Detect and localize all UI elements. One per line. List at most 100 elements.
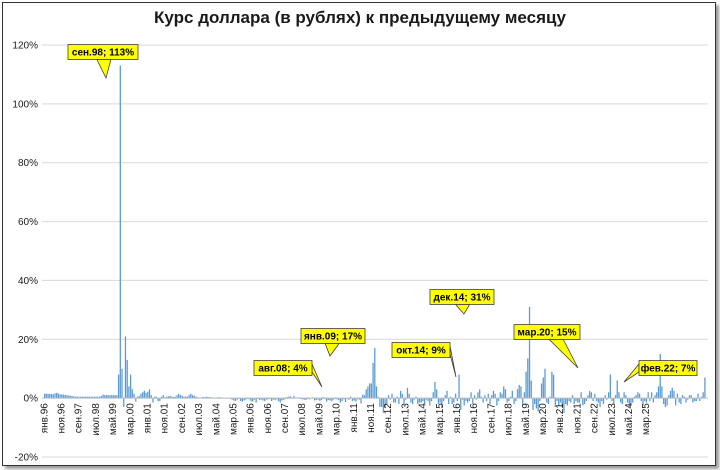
- bar: [657, 386, 660, 399]
- bar: [231, 398, 233, 400]
- bar: [186, 396, 189, 399]
- bar: [69, 395, 72, 399]
- bar: [313, 398, 316, 401]
- bar: [420, 398, 422, 403]
- bar: [673, 390, 675, 399]
- bar: [549, 396, 551, 399]
- bar: [540, 383, 543, 399]
- bar: [86, 396, 89, 399]
- bar: [365, 389, 367, 399]
- bar: [281, 398, 283, 401]
- bar: [693, 398, 696, 402]
- bar: [413, 398, 415, 400]
- bar: [166, 396, 168, 399]
- x-tick-label: сен.02: [177, 403, 188, 433]
- bar: [535, 398, 538, 409]
- bar: [241, 398, 244, 402]
- bar: [647, 392, 649, 399]
- bar: [303, 398, 305, 400]
- bar: [265, 398, 268, 400]
- bar: [317, 398, 319, 400]
- bar: [583, 398, 586, 405]
- bar: [704, 377, 706, 399]
- grid-lines: [42, 44, 708, 458]
- bar: [262, 398, 264, 401]
- bar: [690, 395, 692, 399]
- bar: [532, 398, 534, 410]
- bar: [547, 398, 550, 405]
- bar: [446, 390, 448, 399]
- bar: [485, 398, 488, 402]
- bar: [389, 398, 391, 400]
- bar: [367, 386, 369, 399]
- bar: [525, 371, 527, 399]
- bar: [479, 389, 481, 399]
- x-tick-label: сен.17: [486, 403, 497, 433]
- bar: [482, 398, 484, 403]
- bar: [176, 395, 178, 399]
- bar: [288, 396, 290, 399]
- callout-label: авг.08; 4%: [258, 364, 307, 375]
- bar: [325, 398, 328, 402]
- bar: [410, 398, 412, 403]
- bar: [372, 362, 374, 399]
- bar: [93, 396, 96, 399]
- bar: [642, 398, 644, 406]
- bar: [436, 389, 438, 399]
- bar: [663, 398, 665, 405]
- bar: [566, 398, 569, 406]
- bar: [174, 396, 176, 399]
- bar: [338, 398, 340, 401]
- bar: [320, 398, 323, 401]
- bar: [422, 398, 424, 402]
- bar: [513, 398, 515, 405]
- bar: [250, 398, 252, 402]
- bar: [606, 398, 608, 400]
- bar: [183, 396, 185, 399]
- bar: [97, 396, 99, 399]
- bar: [379, 398, 381, 407]
- bar: [527, 358, 529, 399]
- bar: [444, 395, 446, 399]
- bar: [341, 398, 343, 402]
- x-tick-label: ноя.06: [263, 403, 274, 434]
- x-tick-label: май.19: [521, 403, 532, 435]
- bar: [147, 391, 149, 399]
- callout-box: [300, 328, 366, 344]
- bar: [645, 398, 648, 403]
- bar: [441, 398, 443, 407]
- bar: [159, 398, 161, 402]
- bar: [140, 393, 142, 399]
- bar: [454, 393, 457, 399]
- bar: [99, 396, 101, 399]
- bar: [681, 395, 684, 399]
- bar: [516, 389, 519, 399]
- bar: [618, 392, 620, 399]
- bar: [644, 398, 646, 402]
- bar: [181, 395, 183, 399]
- bar: [348, 398, 350, 400]
- bar: [484, 395, 486, 399]
- bar: [71, 396, 73, 399]
- bar: [343, 398, 345, 400]
- bar: [136, 396, 139, 399]
- y-tick-label: 20%: [18, 335, 38, 346]
- bar: [650, 392, 653, 399]
- bar: [597, 398, 599, 403]
- bar: [614, 395, 617, 399]
- bar: [128, 386, 130, 399]
- bar: [470, 392, 472, 399]
- bar: [580, 392, 582, 399]
- callout-label: мар.20; 15%: [518, 328, 577, 339]
- bar: [382, 398, 385, 413]
- bar: [638, 393, 641, 399]
- x-tick-label: ноя.16: [469, 403, 480, 434]
- x-tick-label: июл.13: [400, 403, 411, 436]
- bar: [119, 65, 121, 399]
- bar: [503, 386, 505, 399]
- bar: [587, 395, 589, 399]
- bar: [80, 396, 82, 399]
- bar: [656, 392, 658, 399]
- bar: [497, 398, 500, 402]
